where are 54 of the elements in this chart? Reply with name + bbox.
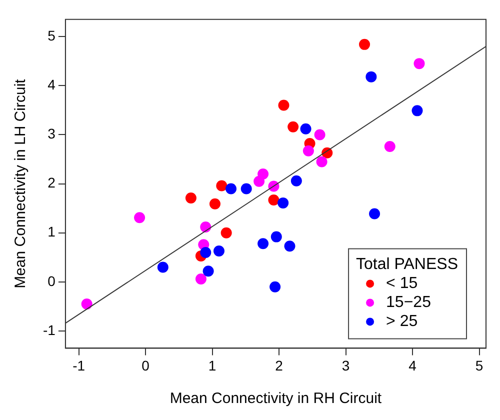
y-tick-label: -1 [42,322,56,338]
point [414,58,425,70]
point [240,183,252,194]
point [384,141,396,152]
point [270,231,282,242]
point [254,176,265,187]
point [300,123,312,134]
point [366,71,377,82]
point [284,240,296,252]
legend-label: < 15 [386,275,418,292]
point [359,38,370,50]
legend-label: 15−25 [386,294,432,312]
point [302,145,314,156]
x-tick-label: 4 [408,357,417,374]
point [213,246,224,257]
point [220,227,232,238]
point [278,197,289,208]
point [412,105,423,116]
point [195,274,206,285]
point [290,175,302,186]
y-tick-label: 2 [48,174,56,191]
y-tick-label: 4 [48,76,56,93]
point [202,266,214,277]
x-tick-label: 3 [342,357,350,374]
point [209,198,220,210]
point [369,208,380,220]
x-tick-label: 2 [275,357,284,374]
point [270,281,281,292]
point [157,262,168,273]
point [200,247,212,258]
x-tick-label: -1 [72,357,86,374]
y-tick-label: 0 [48,272,56,289]
x-axis-title: Mean Connectivity in RH Circuit [170,390,382,408]
point [268,194,280,206]
point [200,221,212,232]
y-tick-label: 3 [48,126,56,142]
y-axis-title: Mean Connectivity in LH Circuit [12,78,30,288]
point [134,212,146,224]
point [81,298,92,310]
point [226,183,236,194]
point [185,192,196,204]
point [288,121,299,132]
x-tick-label: 5 [475,357,484,374]
y-tick-label: 5 [48,27,56,44]
point [216,180,228,192]
point [314,129,326,140]
point [278,100,290,111]
x-tick-label: 0 [142,357,150,374]
legend-label: > 25 [386,313,418,330]
legend-title: Total PANESS [356,256,458,274]
point [316,156,328,168]
x-tick-label: 1 [208,357,216,374]
y-tick-label: 1 [48,224,56,240]
point [258,238,269,250]
